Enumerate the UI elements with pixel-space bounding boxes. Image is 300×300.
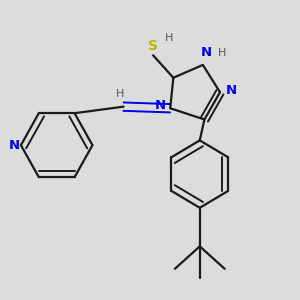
Text: N: N <box>200 46 211 59</box>
Text: S: S <box>148 39 158 53</box>
Text: H: H <box>165 33 173 43</box>
Text: N: N <box>226 84 237 97</box>
Text: N: N <box>8 139 20 152</box>
Text: H: H <box>116 89 124 100</box>
Text: H: H <box>218 48 226 58</box>
Text: N: N <box>155 99 166 112</box>
